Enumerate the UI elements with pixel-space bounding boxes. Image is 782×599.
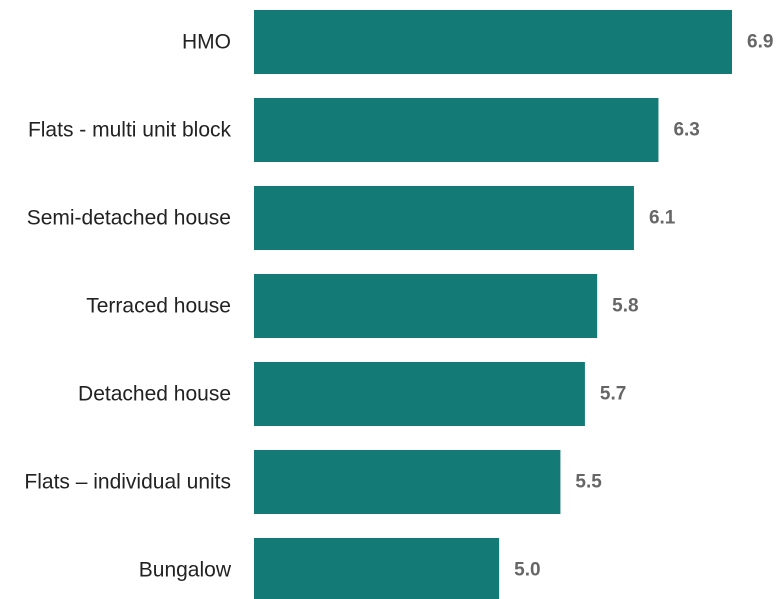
bar-bungalow	[254, 538, 500, 599]
bar-row-bungalow: Bungalow 5.0	[139, 538, 541, 599]
category-label: HMO	[182, 31, 231, 54]
category-label: Semi-detached house	[27, 207, 231, 230]
bar-detached-house	[254, 362, 585, 426]
bar-row-hmo: HMO 6.9	[182, 10, 773, 74]
value-label: 6.9	[747, 32, 773, 53]
bar-semi-detached-house	[254, 186, 634, 250]
category-label: Flats – individual units	[24, 471, 231, 494]
value-label: 5.0	[514, 560, 540, 581]
bar-row-terraced-house: Terraced house 5.8	[86, 274, 639, 338]
bar-flats-multi-unit-block	[254, 98, 659, 162]
category-label: Flats - multi unit block	[28, 119, 232, 142]
value-label: 5.5	[575, 472, 602, 493]
bar-terraced-house	[254, 274, 598, 338]
value-label: 6.1	[649, 208, 676, 229]
bar-row-semi-detached-house: Semi-detached house 6.1	[27, 186, 676, 250]
bar-row-flats-individual-units: Flats – individual units 5.5	[24, 450, 602, 514]
category-label: Terraced house	[86, 295, 231, 318]
category-label: Detached house	[78, 383, 231, 406]
value-label: 5.7	[600, 384, 626, 405]
bar-hmo	[254, 10, 732, 74]
bar-row-flats-multi-unit-block: Flats - multi unit block 6.3	[28, 98, 700, 162]
value-label: 5.8	[612, 296, 638, 317]
bar-row-detached-house: Detached house 5.7	[78, 362, 626, 426]
value-label: 6.3	[673, 120, 699, 141]
bar-flats-individual-units	[254, 450, 561, 514]
category-label: Bungalow	[139, 559, 232, 582]
